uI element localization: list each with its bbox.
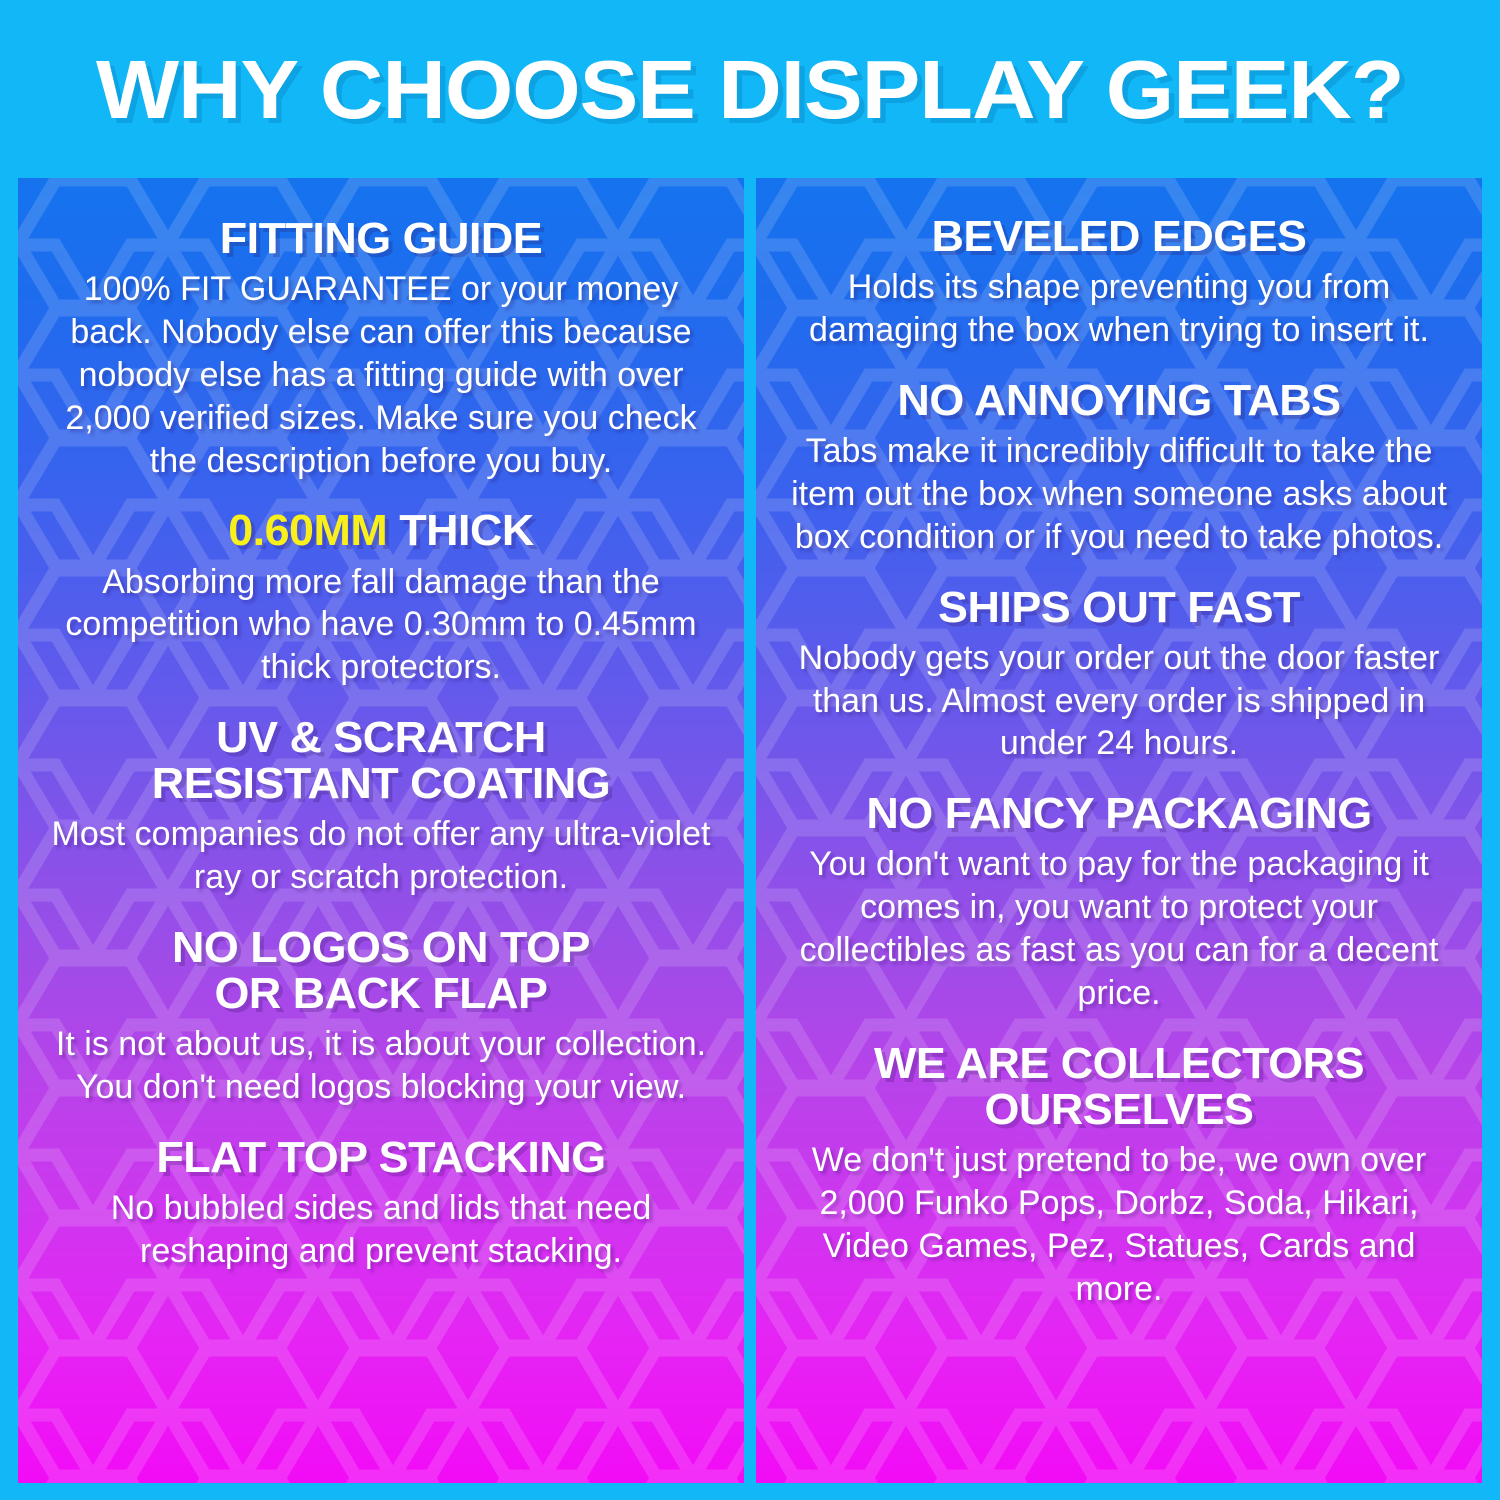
feature-uv-scratch-coating: UV & SCRATCH RESISTANT COATING Most comp… bbox=[34, 714, 728, 899]
feature-no-logos: NO LOGOS ON TOP OR BACK FLAP It is not a… bbox=[34, 924, 728, 1109]
feature-body: Nobody gets your order out the door fast… bbox=[798, 638, 1440, 763]
thickness-label: THICK bbox=[387, 506, 534, 556]
feature-body: Tabs make it incredibly difficult to tak… bbox=[791, 432, 1447, 556]
feature-body: No bubbled sides and lids that need resh… bbox=[110, 1189, 652, 1271]
feature-body: Absorbing more fall damage than the comp… bbox=[65, 562, 697, 687]
feature-title: NO ANNOYING TABS bbox=[897, 375, 1341, 425]
feature-title: 0.60MM THICK bbox=[27, 508, 735, 554]
feature-title: BEVELED EDGES bbox=[931, 212, 1307, 261]
feature-title: FLAT TOP STACKING bbox=[156, 1133, 606, 1183]
left-feature-panel: FITTING GUIDE 100% FIT GUARANTEE or your… bbox=[18, 178, 744, 1483]
feature-title: NO FANCY PACKAGING bbox=[866, 789, 1372, 839]
feature-we-are-collectors: WE ARE COLLECTORS OURSELVES We don't jus… bbox=[772, 1040, 1466, 1311]
left-panel-content: FITTING GUIDE 100% FIT GUARANTEE or your… bbox=[18, 178, 744, 1483]
feature-ships-out-fast: SHIPS OUT FAST Nobody gets your order ou… bbox=[772, 584, 1466, 766]
feature-body: Most companies do not offer any ultra-vi… bbox=[51, 815, 711, 897]
feature-fitting-guide: FITTING GUIDE 100% FIT GUARANTEE or your… bbox=[34, 215, 728, 482]
feature-title: WE ARE COLLECTORS OURSELVES bbox=[873, 1038, 1365, 1134]
feature-title: UV & SCRATCH RESISTANT COATING bbox=[151, 713, 611, 809]
page-title: WHY CHOOSE DISPLAY GEEK? bbox=[96, 42, 1405, 136]
feature-flat-top-stacking: FLAT TOP STACKING No bubbled sides and l… bbox=[34, 1134, 728, 1273]
feature-no-annoying-tabs: NO ANNOYING TABS Tabs make it incredibly… bbox=[772, 377, 1466, 559]
feature-title: SHIPS OUT FAST bbox=[938, 582, 1300, 632]
feature-title: NO LOGOS ON TOP OR BACK FLAP bbox=[172, 923, 590, 1019]
thickness-value: 0.60MM bbox=[228, 506, 388, 556]
feature-body: It is not about us, it is about your col… bbox=[55, 1025, 707, 1107]
right-panel-content: BEVELED EDGES Holds its shape preventing… bbox=[756, 178, 1482, 1483]
feature-thickness: 0.60MM THICK Absorbing more fall damage … bbox=[34, 508, 728, 689]
feature-beveled-edges: BEVELED EDGES Holds its shape preventing… bbox=[772, 213, 1466, 352]
right-feature-panel: BEVELED EDGES Holds its shape preventing… bbox=[756, 178, 1482, 1483]
feature-columns: FITTING GUIDE 100% FIT GUARANTEE or your… bbox=[18, 178, 1482, 1483]
feature-body: Holds its shape preventing you from dama… bbox=[809, 268, 1429, 350]
feature-no-fancy-packaging: NO FANCY PACKAGING You don't want to pay… bbox=[772, 790, 1466, 1015]
feature-body: 100% FIT GUARANTEE or your money back. N… bbox=[65, 270, 697, 480]
feature-title: FITTING GUIDE bbox=[219, 214, 543, 263]
poster-header: WHY CHOOSE DISPLAY GEEK? bbox=[0, 0, 1500, 178]
feature-body: You don't want to pay for the packaging … bbox=[799, 845, 1439, 1012]
feature-body: We don't just pretend to be, we own over… bbox=[811, 1141, 1427, 1308]
